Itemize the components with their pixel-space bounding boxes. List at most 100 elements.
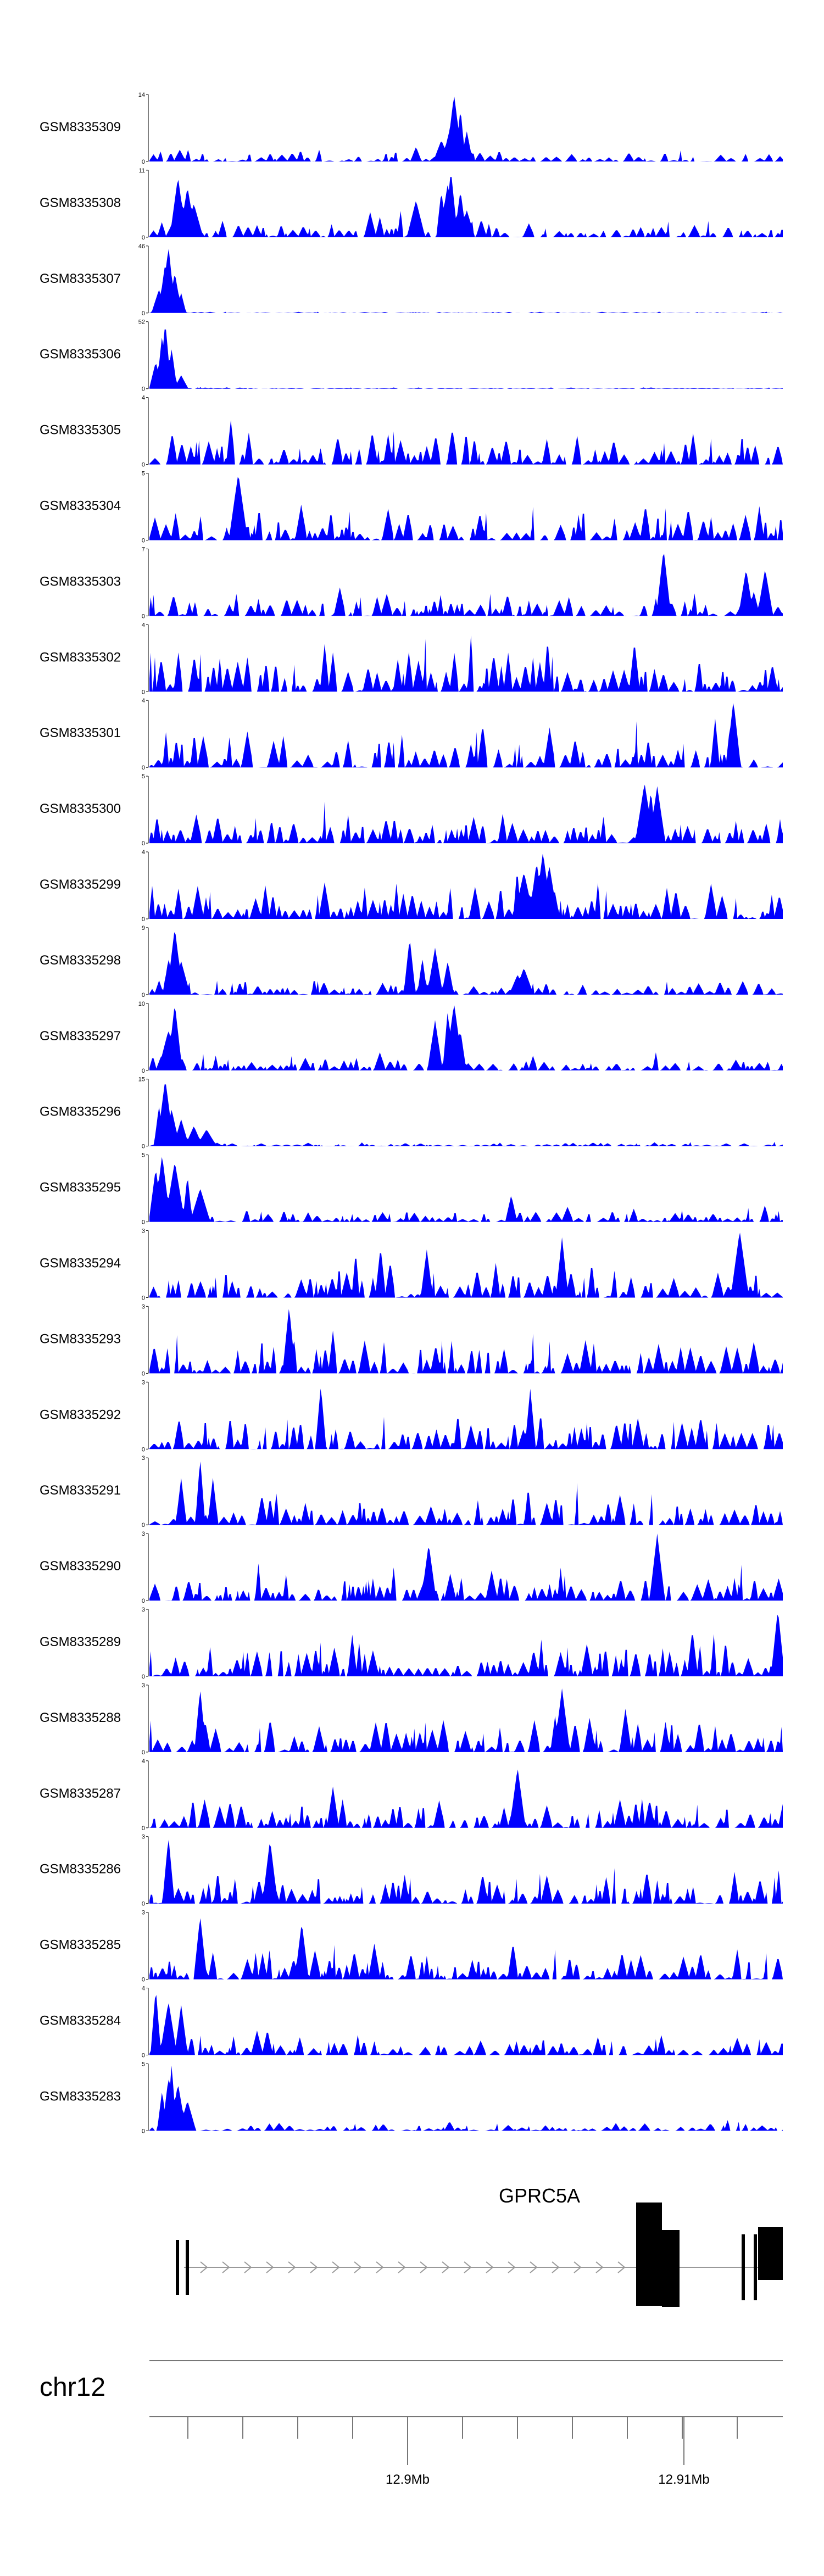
coverage-area <box>149 1769 783 1828</box>
y-max-label: 7 <box>142 546 145 553</box>
track-label: GSM8335299 <box>40 877 121 892</box>
track-label: GSM8335294 <box>40 1256 121 1271</box>
strand-arrow-icon <box>398 2261 406 2273</box>
track-GSM8335306: GSM8335306 52 0 <box>40 319 783 393</box>
strand-arrow-icon <box>354 2261 362 2273</box>
coverage-area <box>149 248 783 313</box>
y-min-label: 0 <box>142 1370 145 1377</box>
y-max-label: 14 <box>138 92 145 98</box>
gene-model-GPRC5A <box>176 2203 783 2307</box>
axis-tick-label: 12.91Mb <box>658 2472 709 2487</box>
y-min-label: 0 <box>142 1219 145 1226</box>
track-label: GSM8335293 <box>40 1331 121 1346</box>
coverage-area <box>149 854 783 919</box>
strand-arrow-icon <box>222 2261 230 2273</box>
y-max-label: 5 <box>142 471 145 477</box>
track-GSM8335303: GSM8335303 7 0 <box>40 546 783 620</box>
track-GSM8335299: GSM8335299 4 0 <box>40 849 783 923</box>
y-max-label: 3 <box>142 1531 145 1537</box>
track-GSM8335294: GSM8335294 3 0 <box>40 1228 783 1302</box>
track-GSM8335302: GSM8335302 4 0 <box>40 622 783 695</box>
y-min-label: 0 <box>142 1674 145 1680</box>
track-GSM8335297: GSM8335297 10 0 <box>40 1001 783 1074</box>
coverage-area <box>149 1309 783 1374</box>
coverage-area <box>149 1084 783 1146</box>
track-label: GSM8335297 <box>40 1029 121 1044</box>
y-max-label: 4 <box>142 698 145 704</box>
y-max-label: 46 <box>138 243 145 250</box>
genomic-axis-ticks: 12.9Mb 12.91Mb <box>187 2417 738 2487</box>
y-max-label: 3 <box>142 1455 145 1462</box>
strand-arrow-icon <box>464 2261 472 2273</box>
track-GSM8335290: GSM8335290 3 0 <box>40 1531 783 1604</box>
track-label: GSM8335305 <box>40 423 121 438</box>
coverage-area <box>149 477 783 540</box>
strand-arrow-icon <box>595 2261 604 2273</box>
coverage-area <box>149 329 783 389</box>
track-label: GSM8335298 <box>40 953 121 968</box>
y-min-label: 0 <box>142 235 145 241</box>
track-label: GSM8335295 <box>40 1180 121 1195</box>
coverage-area <box>149 1839 783 1904</box>
track-label: GSM8335291 <box>40 1483 121 1498</box>
track-label: GSM8335300 <box>40 801 121 816</box>
y-min-label: 0 <box>142 1749 145 1756</box>
y-max-label: 52 <box>138 319 145 326</box>
y-min-label: 0 <box>142 689 145 695</box>
y-min-label: 0 <box>142 538 145 544</box>
track-label: GSM8335288 <box>40 1710 121 1725</box>
y-max-label: 4 <box>142 622 145 628</box>
track-label: GSM8335284 <box>40 2014 121 2028</box>
strand-arrow-icon <box>574 2261 582 2273</box>
y-max-label: 10 <box>138 1001 145 1007</box>
track-GSM8335304: GSM8335304 5 0 <box>40 471 783 544</box>
strand-arrow-icon <box>288 2261 296 2273</box>
coverage-area <box>149 1688 783 1752</box>
track-label: GSM8335283 <box>40 2089 121 2104</box>
coverage-area <box>149 1918 783 1980</box>
strand-arrow-icon <box>508 2261 516 2273</box>
exon <box>662 2230 680 2307</box>
track-GSM8335301: GSM8335301 4 0 <box>40 698 783 771</box>
y-max-label: 3 <box>142 1228 145 1235</box>
y-max-label: 5 <box>142 1152 145 1159</box>
track-GSM8335293: GSM8335293 3 0 <box>40 1303 783 1377</box>
gene-annotation-track: GPRC5A <box>176 2184 783 2307</box>
y-max-label: 5 <box>142 773 145 780</box>
track-label: GSM8335304 <box>40 499 121 514</box>
track-GSM8335287: GSM8335287 4 0 <box>40 1758 783 1832</box>
coverage-area <box>149 635 783 692</box>
strand-arrow-icon <box>266 2261 274 2273</box>
y-min-label: 0 <box>142 2053 145 2059</box>
track-label: GSM8335296 <box>40 1105 121 1119</box>
y-max-label: 4 <box>142 1986 145 1992</box>
strand-arrow-icon <box>442 2261 450 2273</box>
y-min-label: 0 <box>142 1522 145 1529</box>
coverage-area <box>149 554 783 616</box>
axis-tick-label: 12.9Mb <box>386 2472 430 2487</box>
y-max-label: 3 <box>142 1834 145 1841</box>
track-GSM8335295: GSM8335295 5 0 <box>40 1152 783 1226</box>
y-min-label: 0 <box>142 1295 145 1302</box>
y-min-label: 0 <box>142 1068 145 1074</box>
y-min-label: 0 <box>142 386 145 393</box>
y-min-label: 0 <box>142 1977 145 1983</box>
coverage-area <box>149 1005 783 1070</box>
coverage-area <box>149 1614 783 1676</box>
track-GSM8335289: GSM8335289 3 0 <box>40 1607 783 1680</box>
track-label: GSM8335303 <box>40 574 121 589</box>
exon-utr <box>186 2240 189 2295</box>
coverage-area <box>149 1389 783 1449</box>
exon-utr <box>754 2234 757 2300</box>
track-label: GSM8335286 <box>40 1862 121 1877</box>
y-min-label: 0 <box>142 916 145 923</box>
y-max-label: 3 <box>142 1910 145 1916</box>
y-max-label: 4 <box>142 849 145 856</box>
y-min-label: 0 <box>142 310 145 317</box>
y-min-label: 0 <box>142 1901 145 1908</box>
y-max-label: 3 <box>142 1682 145 1689</box>
y-max-label: 11 <box>139 168 145 174</box>
strand-arrow-icon <box>332 2261 340 2273</box>
coverage-tracks: GSM8335309140GSM8335308110GSM8335307460G… <box>40 92 783 2134</box>
coverage-area <box>149 1995 783 2055</box>
